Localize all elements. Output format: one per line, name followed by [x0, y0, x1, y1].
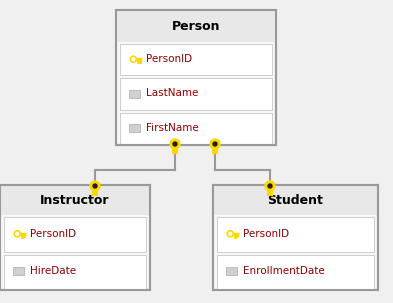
Text: Instructor: Instructor: [40, 194, 110, 207]
Circle shape: [14, 231, 20, 237]
Bar: [116, 10, 276, 42]
Bar: [120, 44, 272, 75]
Bar: [4, 255, 146, 289]
Text: PersonID: PersonID: [30, 229, 76, 239]
Bar: [129, 124, 140, 132]
Bar: [217, 255, 374, 289]
Bar: [120, 113, 272, 144]
Bar: [116, 10, 276, 145]
Bar: [217, 217, 374, 251]
Text: Person: Person: [172, 19, 220, 32]
Bar: [4, 217, 146, 251]
Bar: [129, 89, 140, 98]
Text: LastName: LastName: [146, 88, 198, 98]
Text: EnrollmentDate: EnrollmentDate: [243, 266, 325, 276]
Circle shape: [268, 184, 272, 188]
Bar: [213, 185, 378, 290]
Bar: [120, 78, 272, 110]
Circle shape: [130, 56, 136, 62]
Text: PersonID: PersonID: [243, 229, 289, 239]
Circle shape: [210, 139, 220, 149]
Bar: [13, 267, 24, 275]
Text: Student: Student: [268, 194, 323, 207]
Circle shape: [170, 139, 180, 149]
Circle shape: [173, 142, 177, 146]
Circle shape: [90, 181, 100, 191]
Bar: [226, 267, 237, 275]
Circle shape: [132, 58, 135, 61]
Circle shape: [227, 231, 233, 237]
Circle shape: [229, 232, 232, 235]
Text: PersonID: PersonID: [146, 54, 192, 64]
Text: FirstName: FirstName: [146, 123, 199, 133]
Bar: [213, 185, 378, 290]
Bar: [116, 10, 276, 145]
Circle shape: [16, 232, 19, 235]
Bar: [0, 185, 150, 290]
Text: HireDate: HireDate: [30, 266, 76, 276]
Circle shape: [213, 142, 217, 146]
Bar: [213, 185, 378, 215]
Bar: [0, 185, 150, 290]
Circle shape: [93, 184, 97, 188]
Circle shape: [265, 181, 275, 191]
Bar: [0, 185, 150, 215]
